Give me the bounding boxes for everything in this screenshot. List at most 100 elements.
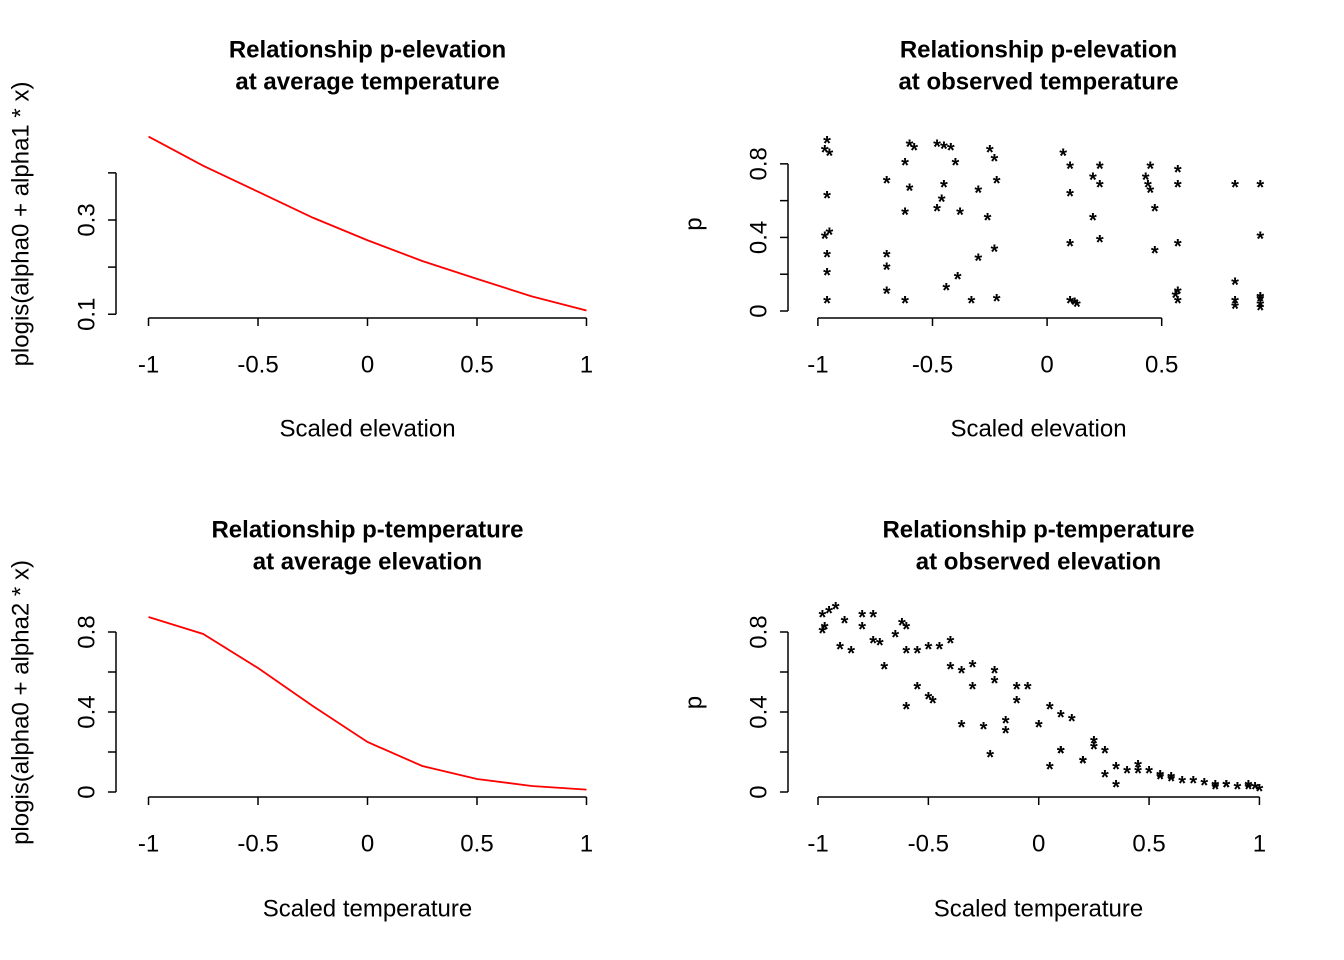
point: *	[883, 247, 891, 269]
point: *	[883, 260, 891, 282]
point: *	[869, 633, 877, 655]
x-tick-label: 0	[1040, 351, 1053, 378]
point: *	[990, 151, 998, 173]
point: *	[1079, 753, 1087, 775]
point: *	[823, 247, 831, 269]
x-tick-label: -1	[807, 830, 828, 857]
y-tick-label: 0	[73, 785, 100, 798]
point: *	[1142, 170, 1150, 192]
panel-title: at average temperature	[235, 68, 499, 95]
point: *	[947, 659, 955, 681]
point: *	[1156, 767, 1164, 789]
point: *	[901, 205, 909, 227]
point: *	[1222, 777, 1230, 799]
panel-title: at average elevation	[253, 548, 482, 575]
panel-title: at observed temperature	[898, 68, 1178, 95]
y-axis-label: p	[680, 696, 707, 709]
point: *	[823, 265, 831, 287]
panel-title: at observed elevation	[916, 548, 1161, 575]
x-tick-label: 0	[361, 351, 374, 378]
point: *	[1174, 162, 1182, 184]
point: *	[1256, 300, 1264, 322]
point: *	[1057, 743, 1065, 765]
point: *	[1013, 693, 1021, 715]
point: *	[1046, 699, 1054, 721]
point: *	[952, 155, 960, 177]
point: *	[869, 607, 877, 629]
point: *	[1222, 777, 1230, 799]
point: *	[1244, 779, 1252, 801]
x-tick-label: 1	[580, 351, 593, 378]
point: *	[1146, 159, 1154, 181]
point: *	[1231, 293, 1239, 315]
point: *	[1059, 146, 1067, 168]
panel: Relationship p-elevation at observed temp…	[680, 36, 1264, 442]
point: *	[993, 173, 1001, 195]
point: *	[1096, 177, 1104, 199]
panel-title: Relationship p-temperature	[882, 516, 1194, 543]
point: *	[1123, 763, 1131, 785]
y-axis-label: plogis(alpha0 + alpha1 * x)	[7, 82, 34, 367]
point: *	[990, 241, 998, 263]
point: *	[1200, 775, 1208, 797]
point: *	[1256, 289, 1264, 311]
point: *	[1066, 186, 1074, 208]
x-tick-label: 0	[1032, 830, 1045, 857]
x-tick-label: 1	[580, 830, 593, 857]
x-axis-label: Scaled temperature	[934, 895, 1143, 922]
point: *	[940, 138, 948, 160]
point: *	[991, 673, 999, 695]
point: *	[1066, 293, 1074, 315]
curve	[148, 616, 587, 791]
point: *	[825, 603, 833, 625]
point: *	[1112, 759, 1120, 781]
y-axis-label: p	[680, 217, 707, 230]
point: *	[902, 699, 910, 721]
point: *	[942, 280, 950, 302]
point: *	[1101, 743, 1109, 765]
point: *	[906, 181, 914, 203]
x-axis-label: Scaled elevation	[279, 415, 455, 442]
point: *	[986, 747, 994, 769]
point: *	[1174, 284, 1182, 306]
y-tick-label: 0.1	[73, 298, 100, 331]
point: *	[1146, 182, 1154, 204]
point: *	[1167, 769, 1175, 791]
x-tick-label: 0.5	[460, 351, 493, 378]
point: *	[1231, 274, 1239, 296]
y-tick-label: 0.3	[73, 203, 100, 236]
point: *	[910, 140, 918, 162]
x-tick-label: -1	[807, 351, 828, 378]
point: *	[1089, 170, 1097, 192]
point: *	[958, 663, 966, 685]
curve	[148, 135, 587, 312]
point: *	[1231, 177, 1239, 199]
point: *	[1002, 713, 1010, 735]
panel: Relationship p-temperature at average ele…	[7, 516, 593, 922]
x-tick-label: 0.5	[1145, 351, 1178, 378]
x-axis-label: Scaled elevation	[950, 415, 1126, 442]
point: *	[825, 146, 833, 168]
point: *	[1002, 723, 1010, 745]
point: *	[969, 657, 977, 679]
point: *	[1174, 236, 1182, 258]
panel: Relationship p-temperature at observed el…	[680, 516, 1266, 922]
y-axis-label: plogis(alpha0 + alpha2 * x)	[7, 560, 34, 845]
point: *	[883, 284, 891, 306]
point: *	[1256, 781, 1264, 803]
point: *	[1134, 757, 1142, 779]
panel-title: Relationship p-temperature	[211, 516, 523, 543]
point: *	[841, 613, 849, 635]
point: *	[986, 142, 994, 164]
point: *	[958, 717, 966, 739]
point: *	[1211, 777, 1219, 799]
point: *	[891, 627, 899, 649]
point: *	[1089, 210, 1097, 232]
point: *	[933, 201, 941, 223]
point: *	[880, 659, 888, 681]
x-tick-label: -0.5	[912, 351, 953, 378]
point: *	[929, 693, 937, 715]
point: *	[858, 619, 866, 641]
point: *	[836, 639, 844, 661]
